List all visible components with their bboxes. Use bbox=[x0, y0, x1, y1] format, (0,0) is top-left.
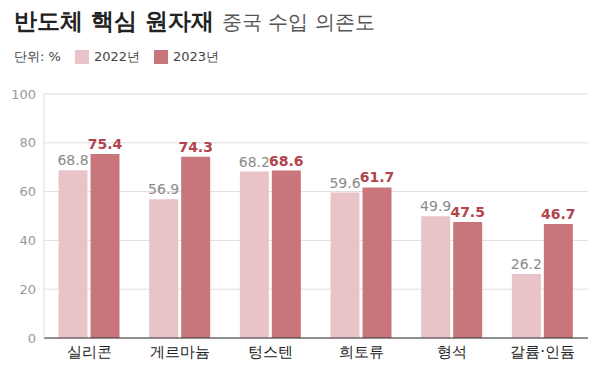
svg-text:68.2: 68.2 bbox=[239, 154, 270, 170]
svg-text:게르마늄: 게르마늄 bbox=[150, 343, 210, 361]
svg-text:46.7: 46.7 bbox=[541, 206, 576, 222]
svg-text:74.3: 74.3 bbox=[178, 139, 213, 155]
svg-text:47.5: 47.5 bbox=[450, 204, 485, 220]
svg-text:59.6: 59.6 bbox=[329, 175, 360, 191]
html-text:2022년: 2022년 bbox=[93, 49, 140, 64]
svg-text:75.4: 75.4 bbox=[88, 136, 123, 152]
html-text:2023년: 2023년 bbox=[173, 49, 220, 64]
svg-text:56.9: 56.9 bbox=[148, 181, 179, 197]
svg-text:실리콘: 실리콘 bbox=[67, 343, 112, 361]
svg-text:80: 80 bbox=[19, 135, 36, 150]
svg-text:갈륨·인듐: 갈륨·인듐 bbox=[510, 343, 575, 361]
svg-text:68.6: 68.6 bbox=[269, 153, 304, 169]
svg-text:61.7: 61.7 bbox=[360, 169, 395, 185]
html-text:단위: %: 단위: % bbox=[14, 49, 61, 64]
svg-text:68.8: 68.8 bbox=[57, 152, 88, 168]
svg-text:텅스텐: 텅스텐 bbox=[248, 343, 293, 361]
svg-text:형석: 형석 bbox=[437, 343, 467, 361]
svg-text:26.2: 26.2 bbox=[511, 256, 542, 272]
svg-text:40: 40 bbox=[19, 233, 36, 248]
svg-text:100: 100 bbox=[11, 87, 36, 102]
svg-text:49.9: 49.9 bbox=[420, 198, 451, 214]
svg-text:희토류: 희토류 bbox=[339, 343, 384, 361]
svg-text:0: 0 bbox=[28, 331, 36, 346]
svg-text:20: 20 bbox=[19, 282, 36, 297]
svg-text:60: 60 bbox=[19, 184, 36, 199]
html-text:반도체 핵심 원자재 중국 수입 의존도: 반도체 핵심 원자재 중국 수입 의존도 bbox=[14, 8, 375, 34]
